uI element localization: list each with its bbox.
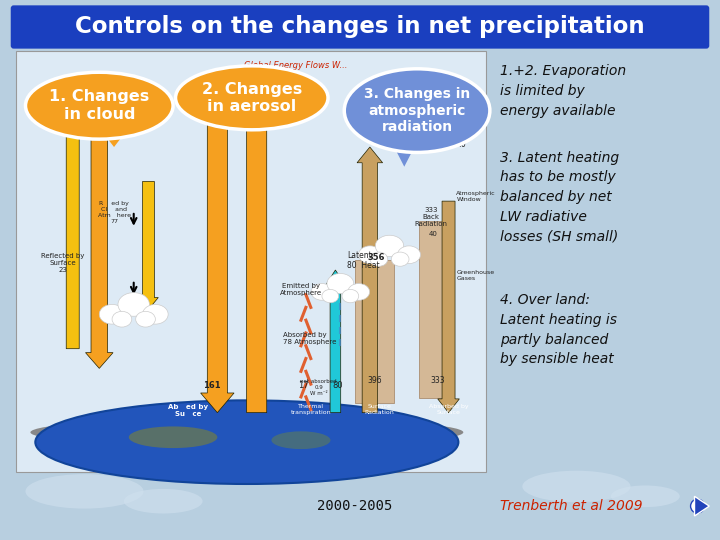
Polygon shape: [247, 125, 266, 140]
Text: Atmospheric
Window: Atmospheric Window: [456, 191, 496, 202]
Ellipse shape: [30, 417, 463, 447]
Ellipse shape: [25, 474, 143, 509]
Ellipse shape: [344, 69, 490, 152]
Text: 333: 333: [431, 376, 446, 385]
Polygon shape: [438, 201, 459, 413]
Text: 2000-2005: 2000-2005: [318, 499, 393, 513]
Text: Emitted by
Atmosphere: Emitted by Atmosphere: [280, 282, 322, 295]
Text: 80: 80: [333, 381, 343, 390]
Polygon shape: [695, 496, 709, 516]
Text: Latent heating is: Latent heating is: [500, 313, 617, 327]
Ellipse shape: [311, 284, 333, 300]
Bar: [355, 260, 395, 403]
Text: 1. Changes
in cloud: 1. Changes in cloud: [49, 90, 150, 122]
Ellipse shape: [397, 246, 420, 264]
Ellipse shape: [118, 293, 150, 316]
Text: Absorbed by
Surface: Absorbed by Surface: [428, 404, 468, 415]
Text: 40: 40: [429, 231, 438, 237]
Ellipse shape: [124, 489, 202, 514]
Ellipse shape: [99, 305, 125, 324]
Ellipse shape: [327, 273, 354, 294]
Text: 333
Back
Radiation: 333 Back Radiation: [414, 207, 447, 227]
Text: Global Energy Flows W...: Global Energy Flows W...: [244, 62, 348, 70]
Polygon shape: [139, 181, 158, 309]
Ellipse shape: [322, 289, 338, 303]
Text: Absorbed by
78 Atmosphere: Absorbed by 78 Atmosphere: [283, 332, 337, 345]
Text: by sensible heat: by sensible heat: [500, 353, 613, 367]
Polygon shape: [86, 93, 113, 368]
Text: not absorbed
0.9
W m⁻²: not absorbed 0.9 W m⁻²: [300, 379, 337, 396]
Text: Surface
Radiation: Surface Radiation: [365, 404, 395, 415]
Text: Trenberth et al 2009: Trenberth et al 2009: [500, 499, 643, 513]
Text: Greenhouse
Gases: Greenhouse Gases: [456, 270, 495, 281]
Text: R    ed by
Cl    and
Atm   here
77: R ed by Cl and Atm here 77: [97, 201, 130, 224]
Text: LW radiative: LW radiative: [500, 210, 587, 224]
Ellipse shape: [522, 471, 631, 502]
Text: 2. Changes
in aerosol: 2. Changes in aerosol: [202, 82, 302, 114]
Polygon shape: [201, 93, 234, 413]
Text: Reflected by
Surface
23: Reflected by Surface 23: [41, 253, 84, 273]
Ellipse shape: [112, 312, 132, 327]
Ellipse shape: [348, 284, 369, 300]
Ellipse shape: [370, 252, 388, 266]
Ellipse shape: [611, 485, 680, 507]
Text: Thermal
transpiration: Thermal transpiration: [290, 404, 331, 415]
Text: losses (SH small): losses (SH small): [500, 230, 618, 244]
Ellipse shape: [143, 305, 168, 324]
Text: 396: 396: [368, 376, 382, 385]
Polygon shape: [327, 270, 344, 413]
Text: 1.+2. Evaporation: 1.+2. Evaporation: [500, 64, 626, 78]
Text: Controls on the changes in net precipitation: Controls on the changes in net precipita…: [75, 16, 645, 38]
Polygon shape: [395, 147, 414, 167]
Ellipse shape: [271, 431, 330, 449]
Ellipse shape: [391, 252, 409, 266]
Text: 40: 40: [456, 140, 466, 149]
Ellipse shape: [135, 312, 156, 327]
Text: Ab   ed by
Su   ce: Ab ed by Su ce: [168, 403, 208, 417]
Ellipse shape: [176, 66, 328, 130]
Ellipse shape: [690, 500, 704, 513]
FancyBboxPatch shape: [11, 5, 709, 49]
Ellipse shape: [342, 289, 359, 303]
Ellipse shape: [129, 427, 217, 448]
Text: is limited by: is limited by: [500, 84, 585, 98]
Bar: [419, 221, 454, 398]
Polygon shape: [240, 98, 274, 413]
Ellipse shape: [375, 235, 404, 256]
Text: 17: 17: [298, 381, 309, 390]
Text: partly balanced: partly balanced: [500, 333, 608, 347]
Polygon shape: [62, 103, 84, 349]
Text: 3. Latent heating: 3. Latent heating: [500, 151, 618, 165]
Ellipse shape: [25, 72, 173, 139]
Text: has to be mostly: has to be mostly: [500, 171, 616, 185]
Text: 3. Changes in
atmospheric
radiation: 3. Changes in atmospheric radiation: [364, 87, 470, 134]
Text: 4. Over land:: 4. Over land:: [500, 293, 590, 307]
Ellipse shape: [359, 246, 382, 264]
Text: 79: 79: [202, 104, 215, 113]
Text: Latent
80  Heat: Latent 80 Heat: [347, 251, 380, 270]
Text: 161: 161: [202, 381, 220, 390]
Text: energy available: energy available: [500, 104, 615, 118]
Ellipse shape: [35, 400, 459, 484]
Polygon shape: [104, 134, 124, 147]
Text: balanced by net: balanced by net: [500, 190, 611, 204]
Polygon shape: [357, 147, 382, 413]
Text: 356: 356: [368, 253, 385, 262]
FancyBboxPatch shape: [16, 51, 486, 472]
